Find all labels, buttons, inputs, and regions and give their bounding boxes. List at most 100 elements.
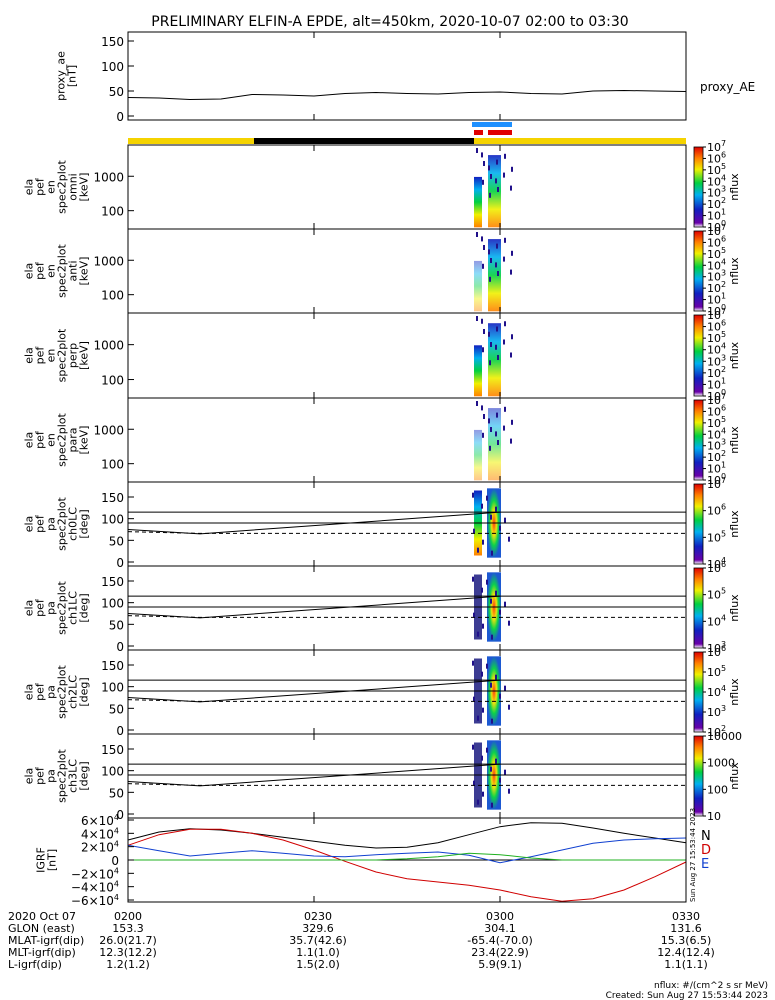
igrf-legend-E: E [701,857,709,872]
flux-speckle [495,674,497,680]
y-axis-label-line: ela [23,432,36,449]
flux-speckle [490,342,492,347]
footer-value: -65.4(-70.0) [467,934,533,947]
y-axis-label-line: [keV] [78,257,91,286]
flux-speckle [482,791,484,797]
colorbar [693,651,704,733]
flux-speckle [486,579,488,585]
flux-speckle [491,550,493,556]
panel-frame [127,649,687,735]
anti-loss-cone-line [127,615,686,618]
flux-speckle [481,236,483,242]
flux-speckle [499,777,501,783]
flux-speckle [486,495,488,501]
flux-speckle [481,318,483,324]
series-line-proxy-ae [127,89,687,101]
y-tick-label: 0 [116,724,124,738]
flux-speckle [504,153,506,159]
flux-speckle [510,352,512,358]
y-axis-label-line: ela [23,600,36,617]
flux-speckle [495,262,497,268]
y-tick-label: 100 [101,597,124,611]
flux-speckle [489,445,491,451]
y-axis-label-line: [keV] [78,173,91,202]
y-tick-label: 150 [101,659,124,673]
colorbar-label: nflux [728,594,741,622]
flux-speckle [504,769,506,775]
footer-ephemeris: 2020 Oct 07 0200 0230 0300 0330 GLON (east) 15… [8,910,768,1000]
y-axis-label-line: pef [34,598,47,617]
flux-speckle [482,347,484,353]
y-axis-label-line: pef [34,766,47,785]
panel-frame [127,397,687,483]
footer-value: 15.3(6.5) [661,934,712,947]
colorbar [693,567,704,649]
flux-speckle [473,696,475,702]
y-axis-label-line: ela [23,684,36,701]
y-tick-label: 100 [101,374,124,388]
flux-speckle [489,276,491,282]
panel-frame [127,31,687,121]
y-axis-label-line: spec2plot [56,581,69,635]
y-tick-label: 0 [116,640,124,654]
flux-speckle [497,440,499,445]
footer-value: 0300 [486,910,514,923]
flux-speckle [503,172,505,178]
y-tick-label: 0 [111,854,119,868]
y-axis-label-line: en [45,349,58,363]
colorbar-tick-label: 10000 [707,730,742,743]
flux-speckle [511,250,513,256]
y-axis-label-line: en [45,433,58,447]
footer-row-label: GLON (east) [8,922,75,935]
science-zone-bar [472,122,512,127]
igrf-legend-D: D [701,843,711,858]
anti-loss-cone-line [127,699,686,702]
y-axis-label-line: [deg] [78,677,91,706]
flux-speckle [511,166,513,172]
flux-speckle [490,682,492,688]
y-axis-label-line: spec2plot [56,328,69,382]
flux-speckle [495,178,497,184]
colorbar-tick-label: 10 [707,810,721,823]
flux-speckle [486,663,488,669]
flux-speckle [495,506,497,512]
y-tick-label: 150 [101,491,124,505]
y-tick-label: 50 [109,85,124,99]
flux-speckle [499,609,501,615]
state-bar-night [254,138,474,144]
flux-speckle [482,707,484,713]
flux-speckle [491,718,493,724]
footer-value: 23.4(22.9) [471,946,529,959]
y-tick-label: 0 [116,110,124,124]
flux-speckle [489,192,491,198]
y-axis-label-line: [nT] [66,65,79,87]
flux-speckle [504,406,506,412]
flux-speckle [490,514,492,520]
collection-bar-1 [474,130,483,135]
colorbar-label: nflux [728,341,741,369]
y-axis-label-line: pa [45,517,58,531]
plot-title: PRELIMINARY ELFIN-A EPDE, alt=450km, 202… [151,14,628,30]
igrf-series-line [127,837,687,864]
units-note: nflux: #/(cm^2 s sr MeV) [654,981,768,991]
colorbar-label: nflux [728,510,741,538]
footer-value: 1.5(2.0) [296,958,340,971]
panel-spectrogram-perp: 1001000elapefenspec2plotperp[keV]1001011… [23,307,742,403]
y-tick-label: 50 [109,786,124,800]
flux-speckle [497,271,499,276]
y-axis-label-line: [deg] [78,761,91,790]
flux-blob [488,155,501,228]
panel-frame [127,481,687,567]
flux-speckle [483,414,485,419]
y-axis-label-line: pef [34,346,47,365]
legend-proxy-ae: proxy_AE [700,80,755,94]
y-axis-label-line: IGRF [35,847,48,873]
panel-frame [127,228,687,314]
flux-speckle [504,601,506,607]
footer-value: 1.1(1.0) [296,946,340,959]
flux-speckle [486,747,488,753]
y-axis-label-line: pef [34,682,47,701]
footer-row-label: 2020 Oct 07 [8,910,76,923]
flux-speckle [481,671,483,677]
